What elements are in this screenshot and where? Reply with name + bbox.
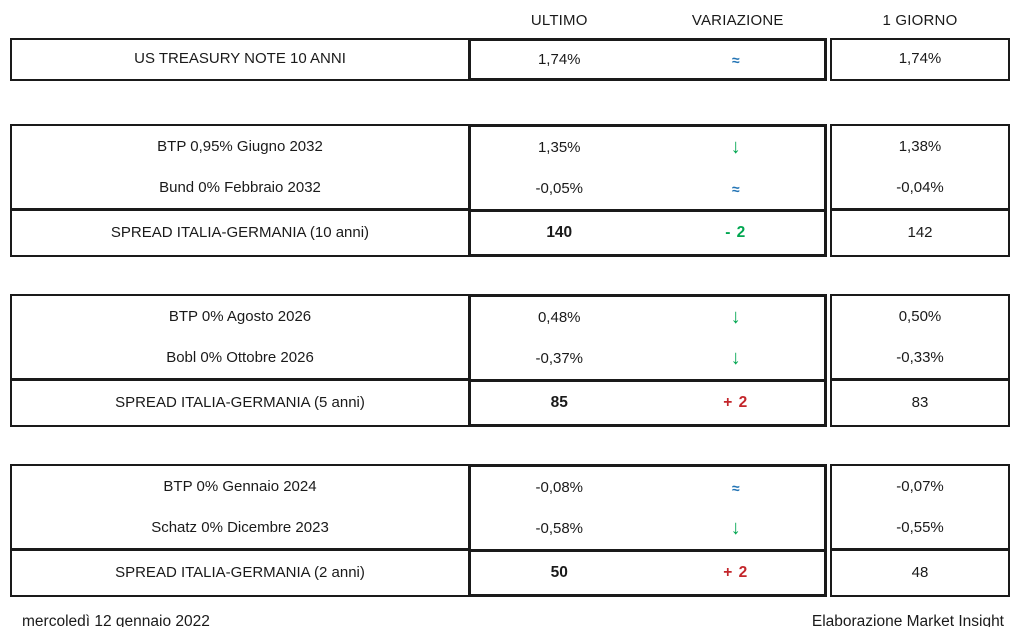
ultimo-value: 85 bbox=[550, 394, 568, 411]
giorno-column: -0,07% -0,55% 48 bbox=[830, 464, 1010, 597]
mid-row: 1,74% ≈ bbox=[471, 41, 824, 78]
giorno-value: 83 bbox=[832, 378, 1008, 423]
table-area: ULTIMO VARIAZIONE 1 GIORNO US TREASURY N… bbox=[10, 0, 1010, 627]
instrument-label: BTP 0% Gennaio 2024 bbox=[163, 478, 317, 495]
mid-row: 140 - 2 bbox=[471, 209, 824, 254]
down-arrow-icon: ↓ bbox=[730, 347, 741, 369]
column-header-ultimo: ULTIMO bbox=[530, 11, 588, 29]
instrument-column: BTP 0,95% Giugno 2032 Bund 0% Febbraio 20… bbox=[10, 124, 470, 257]
variazione-value: - 2 bbox=[725, 224, 747, 241]
variazione-value: + 2 bbox=[723, 564, 749, 581]
ultimo-value: -0,08% bbox=[535, 479, 584, 496]
column-header-row: ULTIMO VARIAZIONE 1 GIORNO bbox=[10, 2, 1010, 38]
instrument-label: Schatz 0% Dicembre 2023 bbox=[151, 519, 329, 536]
mid-row: 0,48% ↓ bbox=[471, 297, 824, 338]
giorno-value: -0,55% bbox=[896, 519, 944, 536]
bond-blocks-container: US TREASURY NOTE 10 ANNI 1,74% ≈1,74% BTP 0… bbox=[10, 38, 1010, 597]
ultimo-variazione-box: 1,35% ↓ -0,05% ≈140 - 2 bbox=[468, 124, 827, 257]
mid-row: -0,08% ≈ bbox=[471, 467, 824, 508]
giorno-value: 48 bbox=[832, 548, 1008, 593]
mid-row: -0,05% ≈ bbox=[471, 168, 824, 209]
bond-block: BTP 0% Gennaio 2024 Schatz 0% Dicembre 20… bbox=[10, 464, 1010, 597]
giorno-value: 1,74% bbox=[898, 50, 942, 67]
mid-row: 85 + 2 bbox=[471, 379, 824, 424]
column-header-variazione: VARIAZIONE bbox=[691, 11, 784, 29]
down-arrow-icon: ↓ bbox=[730, 517, 741, 539]
instrument-label: Bund 0% Febbraio 2032 bbox=[159, 179, 321, 196]
approx-equal-icon: ≈ bbox=[731, 479, 740, 496]
variazione-value: + 2 bbox=[723, 394, 749, 411]
spread-label: SPREAD ITALIA-GERMANIA (2 anni) bbox=[12, 548, 468, 593]
mid-row: 50 + 2 bbox=[471, 549, 824, 594]
column-header-giorno: 1 GIORNO bbox=[882, 11, 958, 29]
ultimo-variazione-box: 1,74% ≈ bbox=[468, 38, 827, 81]
instrument-label: BTP 0% Agosto 2026 bbox=[168, 308, 312, 325]
mid-row: 1,35% ↓ bbox=[471, 127, 824, 168]
bond-block: US TREASURY NOTE 10 ANNI 1,74% ≈1,74% bbox=[10, 38, 1010, 81]
instrument-column: BTP 0% Agosto 2026 Bobl 0% Ottobre 2026 SP… bbox=[10, 294, 470, 427]
instrument-label: BTP 0,95% Giugno 2032 bbox=[157, 138, 323, 155]
giorno-value: 142 bbox=[832, 208, 1008, 253]
giorno-column: 1,38% -0,04% 142 bbox=[830, 124, 1010, 257]
giorno-value: -0,07% bbox=[896, 478, 944, 495]
giorno-column: 0,50% -0,33% 83 bbox=[830, 294, 1010, 427]
giorno-value: -0,04% bbox=[896, 179, 944, 196]
mid-row: -0,58% ↓ bbox=[471, 508, 824, 549]
ultimo-value: 140 bbox=[546, 224, 573, 241]
approx-equal-icon: ≈ bbox=[731, 51, 740, 68]
ultimo-value: 50 bbox=[550, 564, 568, 581]
mid-row: -0,37% ↓ bbox=[471, 338, 824, 379]
instrument-column: BTP 0% Gennaio 2024 Schatz 0% Dicembre 20… bbox=[10, 464, 470, 597]
down-arrow-icon: ↓ bbox=[730, 306, 741, 328]
ultimo-value: -0,37% bbox=[535, 350, 584, 367]
bond-block: BTP 0,95% Giugno 2032 Bund 0% Febbraio 20… bbox=[10, 124, 1010, 257]
approx-equal-icon: ≈ bbox=[731, 180, 740, 197]
ultimo-value: 0,48% bbox=[537, 309, 581, 326]
ultimo-variazione-box: -0,08% ≈ -0,58% ↓ 50 + 2 bbox=[468, 464, 827, 597]
instrument-label: Bobl 0% Ottobre 2026 bbox=[166, 349, 314, 366]
ultimo-value: 1,35% bbox=[537, 139, 581, 156]
giorno-column: 1,74% bbox=[830, 38, 1010, 81]
header-mid-group: ULTIMO VARIAZIONE bbox=[470, 12, 827, 29]
spread-label: SPREAD ITALIA-GERMANIA (10 anni) bbox=[12, 208, 468, 253]
giorno-value: 1,38% bbox=[898, 138, 942, 155]
report-date: mercoledì 12 gennaio 2022 bbox=[22, 613, 210, 627]
ultimo-value: -0,05% bbox=[535, 180, 584, 197]
down-arrow-icon: ↓ bbox=[730, 136, 741, 158]
instrument-label: US TREASURY NOTE 10 ANNI bbox=[134, 50, 346, 67]
instrument-column: US TREASURY NOTE 10 ANNI bbox=[10, 38, 470, 81]
report-credit: Elaborazione Market Insight bbox=[811, 613, 1004, 627]
ultimo-value: 1,74% bbox=[537, 51, 581, 68]
giorno-value: 0,50% bbox=[898, 308, 942, 325]
bond-block: BTP 0% Agosto 2026 Bobl 0% Ottobre 2026 SP… bbox=[10, 294, 1010, 427]
ultimo-variazione-box: 0,48% ↓ -0,37% ↓ 85 + 2 bbox=[468, 294, 827, 427]
report-footer: mercoledì 12 gennaio 2022 Elaborazione M… bbox=[22, 613, 1004, 627]
ultimo-value: -0,58% bbox=[535, 520, 584, 537]
giorno-value: -0,33% bbox=[896, 349, 944, 366]
spread-label: SPREAD ITALIA-GERMANIA (5 anni) bbox=[12, 378, 468, 423]
